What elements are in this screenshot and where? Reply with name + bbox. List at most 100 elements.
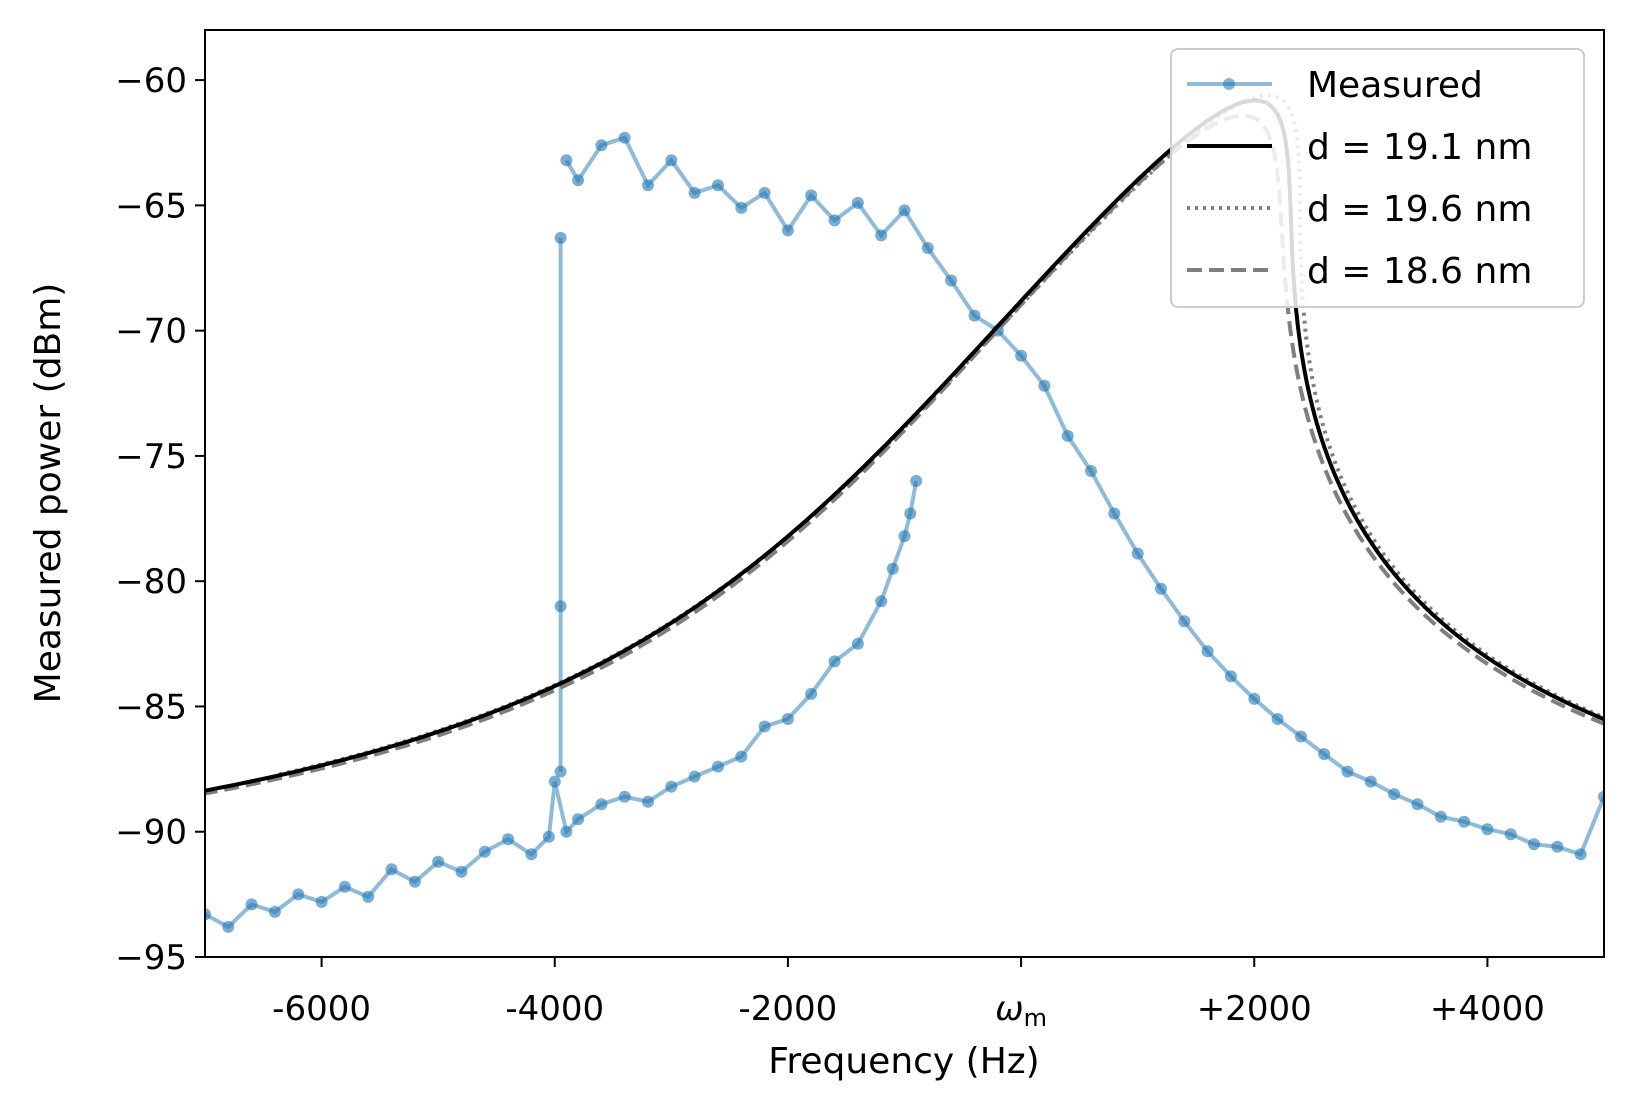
measured-point — [805, 189, 818, 202]
measured-point — [338, 880, 351, 893]
measured-point — [245, 898, 258, 911]
measured-point — [735, 750, 748, 763]
y-tick-label: −90 — [115, 813, 187, 853]
measured-point — [1155, 582, 1167, 595]
plot-frame — [204, 29, 1605, 958]
x-tick-label: ωm — [995, 989, 1047, 1032]
measured-point — [548, 775, 561, 788]
measured-point — [595, 139, 608, 152]
measured-point — [758, 186, 771, 199]
measured-point — [1224, 670, 1237, 683]
measured-point — [1458, 815, 1471, 828]
measured-point — [560, 825, 573, 838]
measured-point — [542, 830, 555, 843]
measured-point — [781, 713, 794, 725]
measured-point — [455, 865, 468, 878]
measured-point — [1364, 775, 1377, 788]
measured-point — [712, 760, 724, 773]
measured-point — [688, 770, 701, 783]
measured-point — [910, 475, 923, 487]
y-tick-label: −85 — [115, 687, 187, 727]
measured-point — [875, 229, 888, 242]
legend-label-d196: d = 19.6 nm — [1307, 189, 1532, 230]
measured-point — [851, 637, 864, 650]
measured-point — [665, 780, 678, 793]
measured-point — [1434, 810, 1447, 823]
measured-point — [1341, 765, 1354, 778]
legend-marker-measured — [1223, 78, 1235, 90]
measured-point — [921, 242, 934, 254]
measured-point — [968, 309, 981, 322]
measured-point — [1481, 823, 1494, 836]
measured-point — [362, 890, 375, 903]
x-tick-label: +2000 — [1197, 989, 1312, 1029]
measured-point — [805, 687, 818, 700]
measured-point — [205, 908, 211, 921]
measured-point — [851, 196, 864, 209]
measured-point — [315, 895, 328, 908]
legend-box — [1170, 48, 1585, 308]
measured-point — [904, 507, 917, 520]
series-measured — [205, 131, 1604, 933]
measured-point — [1411, 798, 1424, 811]
legend-label-d191: d = 19.1 nm — [1307, 127, 1532, 168]
measured-point — [618, 131, 631, 144]
measured-point — [758, 720, 771, 733]
measured-point — [1528, 838, 1540, 851]
measured-point — [595, 798, 608, 811]
measured-point — [828, 214, 841, 227]
measured-point — [502, 833, 515, 846]
measured-point — [1015, 349, 1028, 362]
measured-point — [886, 562, 899, 575]
series-layer — [205, 93, 1604, 933]
measured-point — [268, 905, 281, 918]
measured-point — [572, 174, 585, 187]
legend: Measured d = 19.1 nm d = 19.6 nm d = 18.… — [1170, 48, 1585, 308]
measured-point — [408, 875, 421, 888]
legend-label-measured: Measured — [1307, 65, 1483, 106]
measured-point — [735, 201, 748, 214]
measured-point — [572, 813, 585, 826]
measured-point — [1131, 547, 1144, 560]
measured-point — [945, 274, 958, 287]
model-curve-dashed — [205, 113, 1604, 796]
x-tick-label: -4000 — [505, 989, 604, 1029]
measured-point — [222, 920, 235, 933]
measured-point — [1108, 507, 1121, 520]
x-axis-label: Frequency (Hz) — [768, 1041, 1039, 1082]
measured-point — [642, 179, 654, 192]
measured-point — [898, 530, 911, 543]
x-axis-ticks: -6000 -4000 -2000 ωm +2000 +4000 — [272, 957, 1545, 1032]
y-tick-label: −80 — [115, 562, 187, 602]
measured-point — [1038, 379, 1051, 392]
measured-point — [1574, 848, 1587, 861]
measured-point — [1318, 748, 1331, 761]
legend-label-d186: d = 18.6 nm — [1307, 251, 1532, 292]
measured-point — [1294, 730, 1307, 743]
measured-point — [1248, 692, 1261, 705]
measured-point — [554, 600, 567, 613]
measured-point — [665, 154, 678, 167]
measured-point — [618, 790, 631, 803]
y-tick-label: −70 — [115, 312, 187, 352]
y-axis-label: Measured power (dBm) — [28, 283, 69, 704]
measured-point — [1061, 429, 1074, 442]
y-tick-label: −60 — [115, 61, 187, 101]
measured-line-2 — [564, 135, 1604, 857]
measured-point — [875, 595, 888, 608]
measured-point — [525, 848, 538, 861]
measured-point — [1178, 615, 1191, 628]
y-axis-ticks: −60 −65 −70 −75 −80 −85 −90 −95 — [115, 61, 205, 978]
measured-point — [828, 655, 841, 668]
measured-point — [560, 154, 573, 167]
measured-point — [554, 765, 567, 778]
measured-point — [1201, 645, 1214, 658]
measured-point — [432, 855, 445, 868]
measured-point — [688, 186, 701, 199]
measured-point — [385, 863, 398, 876]
y-tick-label: −95 — [115, 938, 187, 978]
measured-point — [898, 204, 911, 217]
measured-point — [712, 179, 724, 192]
measured-point — [1271, 713, 1284, 725]
